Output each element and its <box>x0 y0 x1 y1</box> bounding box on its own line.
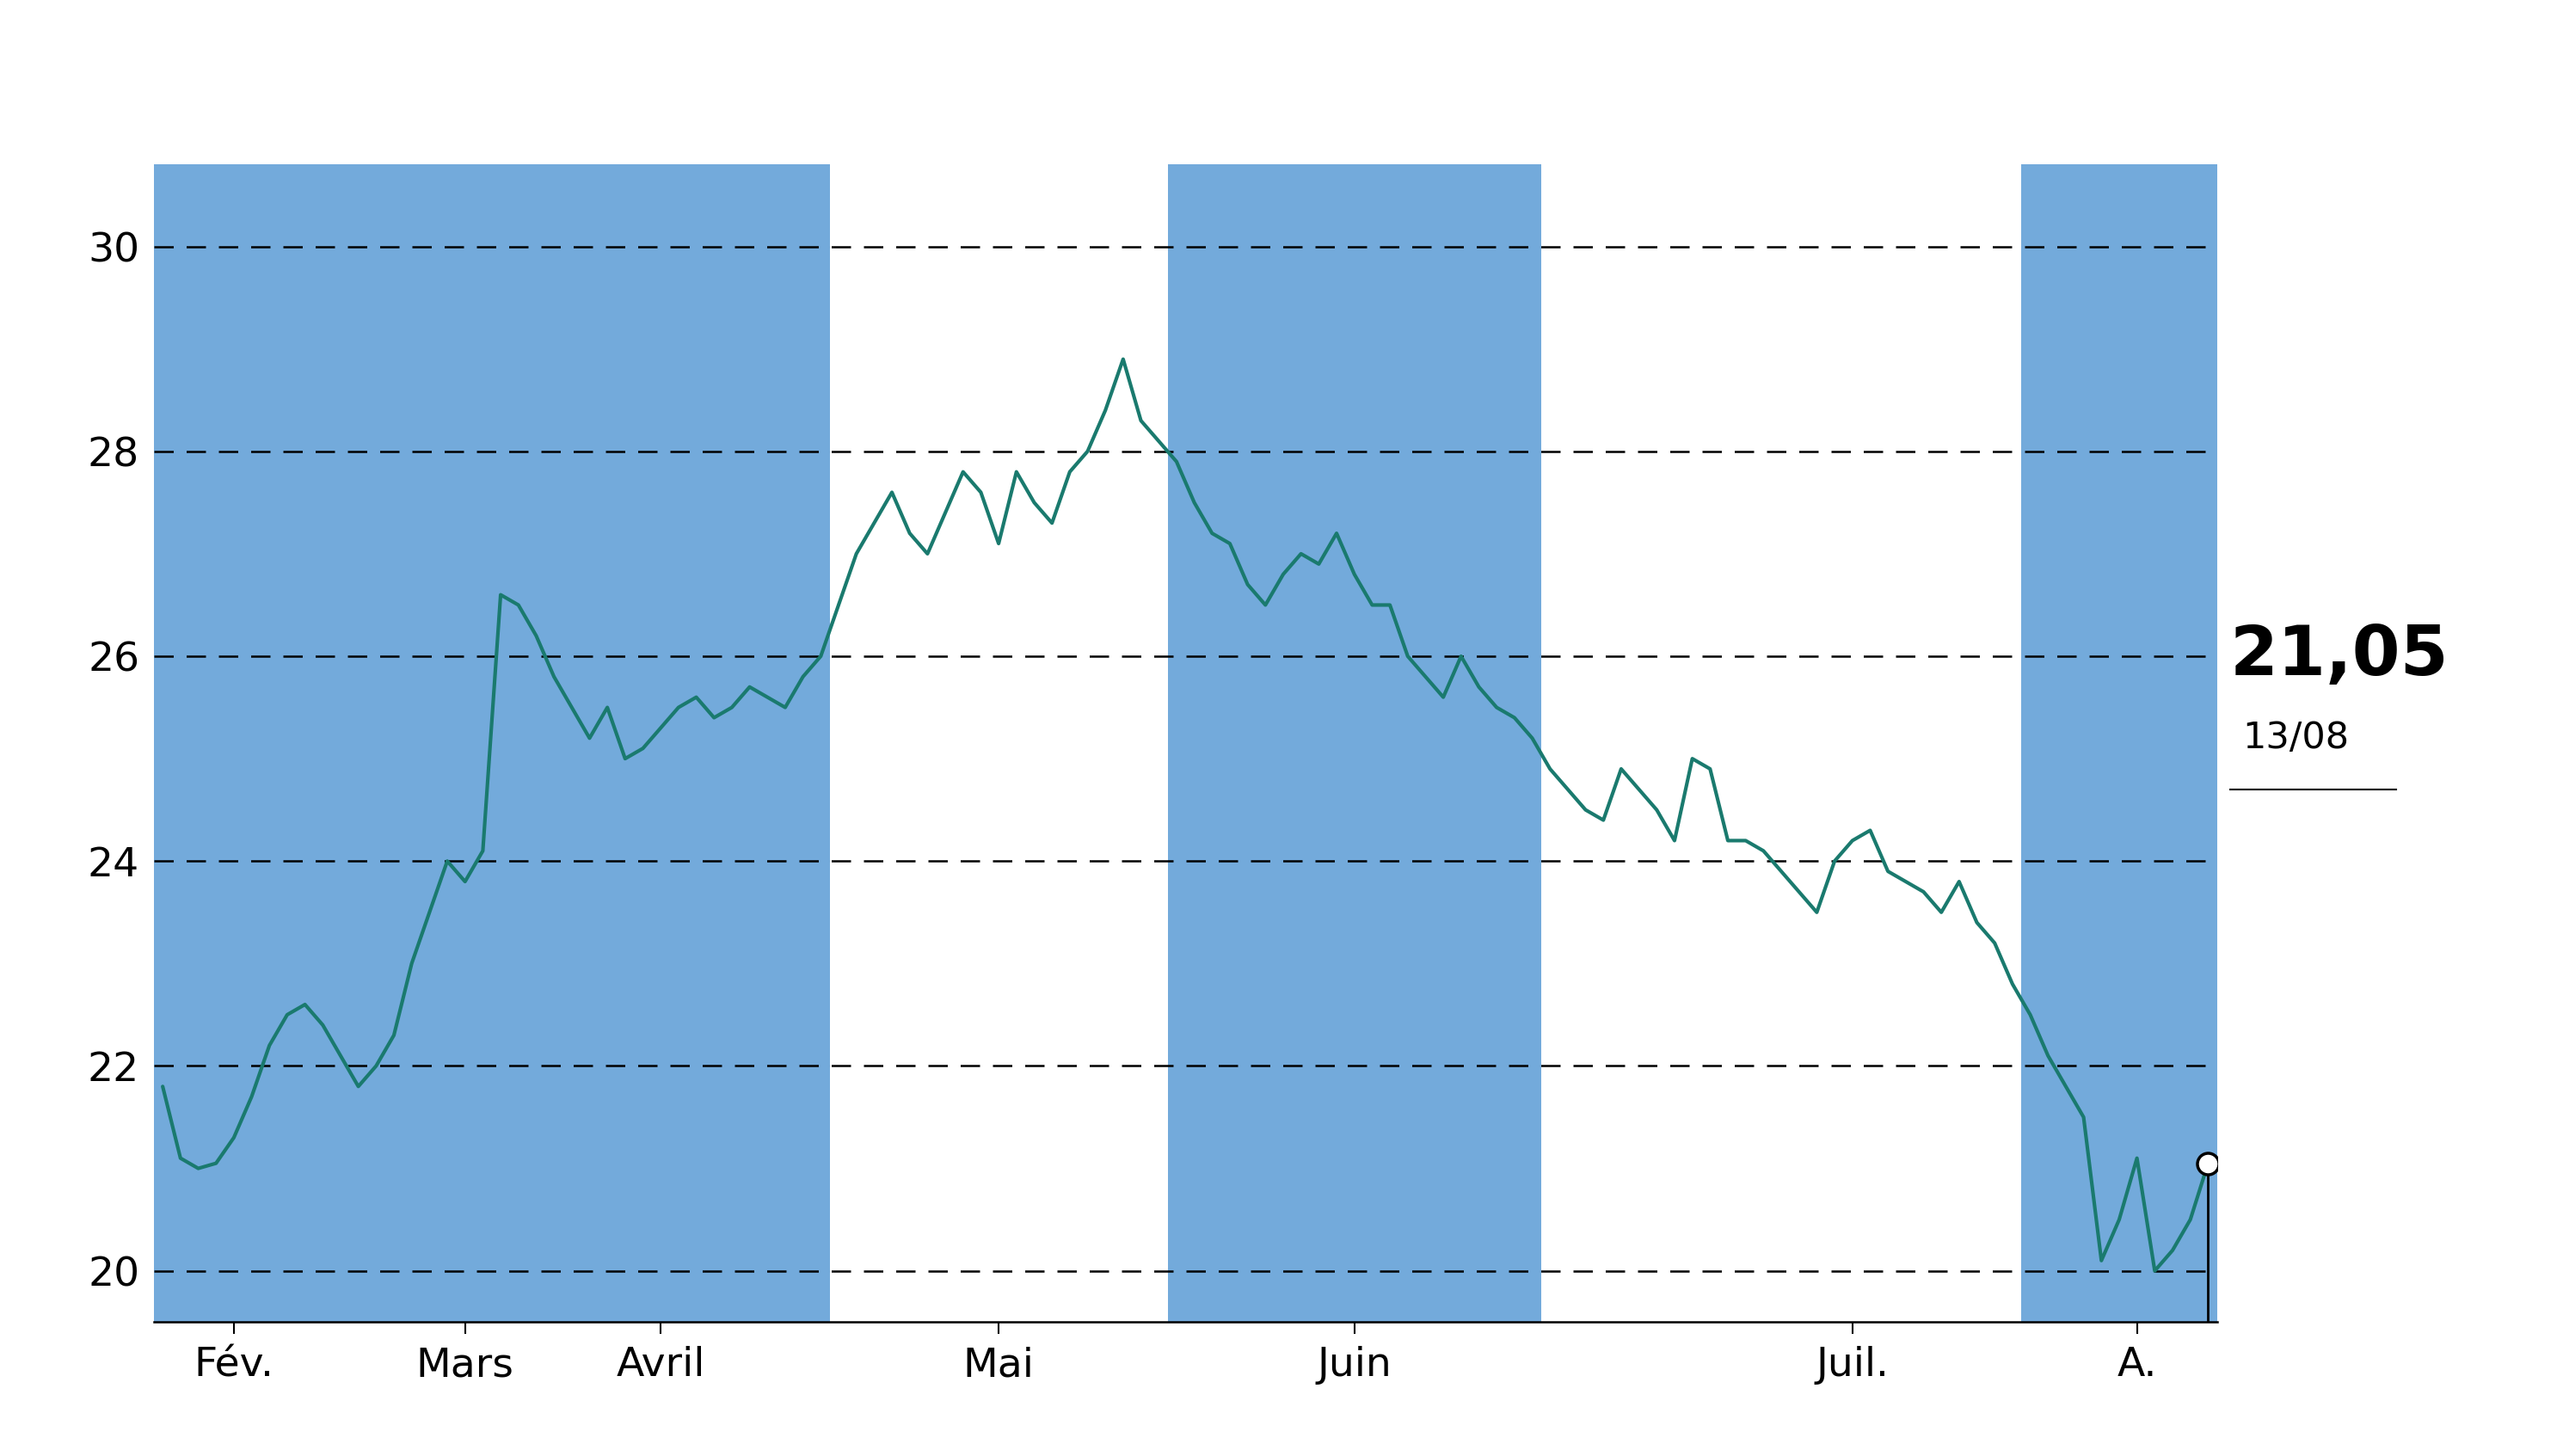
Text: 21,05: 21,05 <box>2230 623 2448 690</box>
Bar <box>1169 165 1540 1322</box>
Text: 13/08: 13/08 <box>2243 721 2350 756</box>
Bar <box>2022 165 2235 1322</box>
Bar <box>492 165 830 1322</box>
Text: Indus Holding AG: Indus Holding AG <box>851 20 1712 108</box>
Bar <box>154 165 492 1322</box>
